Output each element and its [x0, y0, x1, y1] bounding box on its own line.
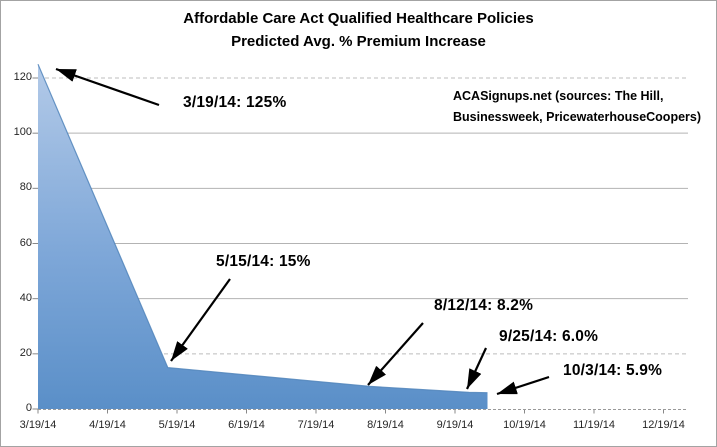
- source-note-line2: Businessweek, PricewaterhouseCoopers): [453, 110, 702, 124]
- axis-layer: [32, 77, 688, 414]
- annotation-arrow-4: [466, 347, 487, 390]
- annotation-arrow-1: [55, 67, 160, 107]
- source-note: ACASignups.net (sources: The Hill, Busin…: [453, 86, 701, 128]
- chart-title: Affordable Care Act Qualified Healthcare…: [1, 8, 716, 53]
- annotation-arrows-layer: [55, 67, 550, 396]
- annotation-label-4: 9/25/14: 6.0%: [499, 328, 599, 345]
- source-note-line1: ACASignups.net (sources: The Hill,: [453, 89, 664, 103]
- chart-title-line2: Predicted Avg. % Premium Increase: [231, 32, 486, 50]
- area-series: [38, 64, 488, 409]
- annotation-label-2: 5/15/14: 15%: [216, 253, 311, 270]
- annotation-arrow-5: [496, 375, 550, 396]
- area-series-edge: [37, 63, 488, 394]
- annotation-arrow-2: [170, 278, 231, 362]
- annotation-arrow-3: [367, 322, 424, 386]
- area-series-layer: [37, 63, 488, 409]
- annotation-label-3: 8/12/14: 8.2%: [434, 297, 534, 314]
- annotation-label-1: 3/19/14: 125%: [183, 94, 287, 111]
- chart-title-line1: Affordable Care Act Qualified Healthcare…: [183, 10, 534, 27]
- gridlines-layer: [38, 77, 688, 355]
- annotation-label-5: 10/3/14: 5.9%: [563, 362, 663, 379]
